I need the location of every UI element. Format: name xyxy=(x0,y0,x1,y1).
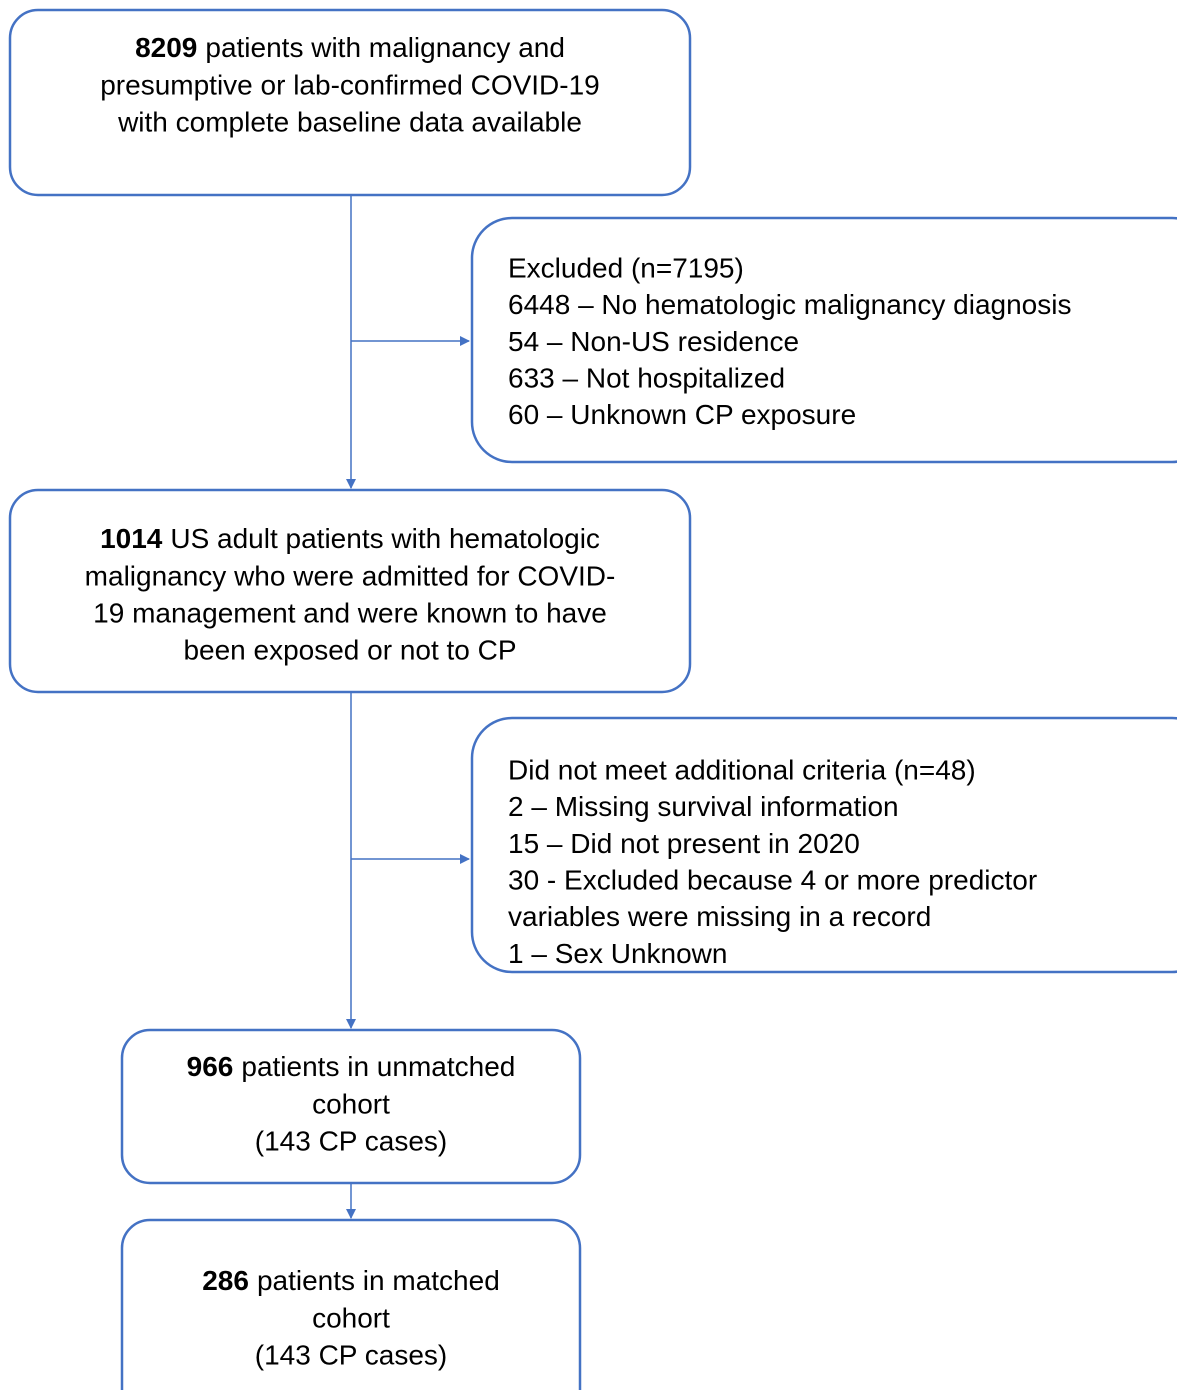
box-text: (143 CP cases) xyxy=(255,1339,447,1370)
exclusion-item: 15 – Did not present in 2020 xyxy=(508,828,860,859)
exclusion-item: 633 – Not hospitalized xyxy=(508,362,785,393)
box-text: with complete baseline data available xyxy=(117,106,582,137)
line: patients with malignancy and xyxy=(205,32,565,63)
count: 286 xyxy=(202,1265,249,1296)
box-text: 966 patients in unmatched xyxy=(187,1051,516,1082)
box xyxy=(8,488,692,694)
line: US adult patients with hematologic xyxy=(170,523,600,554)
process-box: 966 patients in unmatched cohort (143 CP ca… xyxy=(120,1028,582,1185)
count: 1014 xyxy=(100,523,163,554)
box-text: been exposed or not to CP xyxy=(183,634,516,665)
box xyxy=(470,716,1177,974)
process-box: 8209 patients with malignancy and presumpt… xyxy=(8,8,692,197)
count: 966 xyxy=(187,1051,234,1082)
box-text: 19 management and were known to have xyxy=(93,597,607,628)
box-text: (143 CP cases) xyxy=(255,1125,447,1156)
exclusion-item: 6448 – No hematologic malignancy diagnos… xyxy=(508,289,1071,320)
box-text: 1014 US adult patients with hematologic xyxy=(100,523,600,554)
box-text: 8209 patients with malignancy and xyxy=(135,32,565,63)
box-text: presumptive or lab-confirmed COVID-19 xyxy=(100,69,600,100)
box xyxy=(120,1218,582,1390)
exclusion-box: Excluded (n=7195) 6448 – No hematologic m… xyxy=(470,216,1177,464)
process-box: 1014 US adult patients with hematologic ma… xyxy=(8,488,692,694)
box-text: cohort xyxy=(312,1088,390,1119)
box-text: 286 patients in matched xyxy=(202,1265,500,1296)
exclusion-item: 2 – Missing survival information xyxy=(508,791,899,822)
exclusion-title: Excluded (n=7195) xyxy=(508,252,744,283)
line: patients in unmatched xyxy=(241,1051,515,1082)
process-box: 286 patients in matched cohort (143 CP case… xyxy=(120,1218,582,1390)
exclusion-item: 1 – Sex Unknown xyxy=(508,938,727,969)
exclusion-box: Did not meet additional criteria (n=48) 2… xyxy=(470,716,1177,974)
exclusion-item: 54 – Non-US residence xyxy=(508,326,799,357)
box xyxy=(8,8,692,197)
exclusion-item: 60 – Unknown CP exposure xyxy=(508,399,856,430)
line: patients in matched xyxy=(257,1265,500,1296)
box-text: cohort xyxy=(312,1302,390,1333)
exclusion-title: Did not meet additional criteria (n=48) xyxy=(508,754,976,785)
exclusion-item: variables were missing in a record xyxy=(508,901,931,932)
box xyxy=(120,1028,582,1185)
count: 8209 xyxy=(135,32,197,63)
box xyxy=(470,216,1177,464)
exclusion-item: 30 - Excluded because 4 or more predicto… xyxy=(508,864,1037,895)
connectors xyxy=(346,195,470,1219)
box-text: malignancy who were admitted for COVID- xyxy=(85,560,616,591)
